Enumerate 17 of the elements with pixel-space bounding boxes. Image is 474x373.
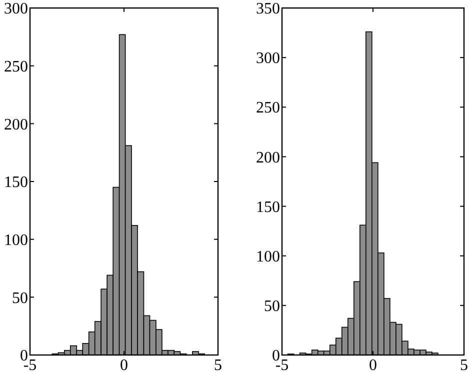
y-tick-label: 350 [256, 0, 280, 18]
y-tick-label: 150 [4, 174, 28, 192]
y-tick-label: 250 [256, 100, 280, 117]
y-tick-label: 100 [4, 232, 28, 249]
x-tick-label: 0 [369, 357, 377, 373]
y-tick-label: 200 [256, 149, 280, 166]
y-tick-label: 50 [264, 298, 280, 316]
y-tick-label: 250 [4, 58, 28, 76]
y-tick-label: 150 [256, 198, 280, 216]
x-tick-label: 0 [120, 357, 128, 373]
y-tick-label: 300 [4, 0, 28, 18]
x-tick-label: 5 [460, 357, 468, 373]
y-tick-label: 50 [12, 290, 28, 307]
y-tick-label: 300 [256, 50, 280, 68]
y-tick-label: 200 [4, 116, 28, 134]
y-tick-label: 100 [256, 248, 280, 266]
x-tick-label: 5 [214, 357, 222, 373]
